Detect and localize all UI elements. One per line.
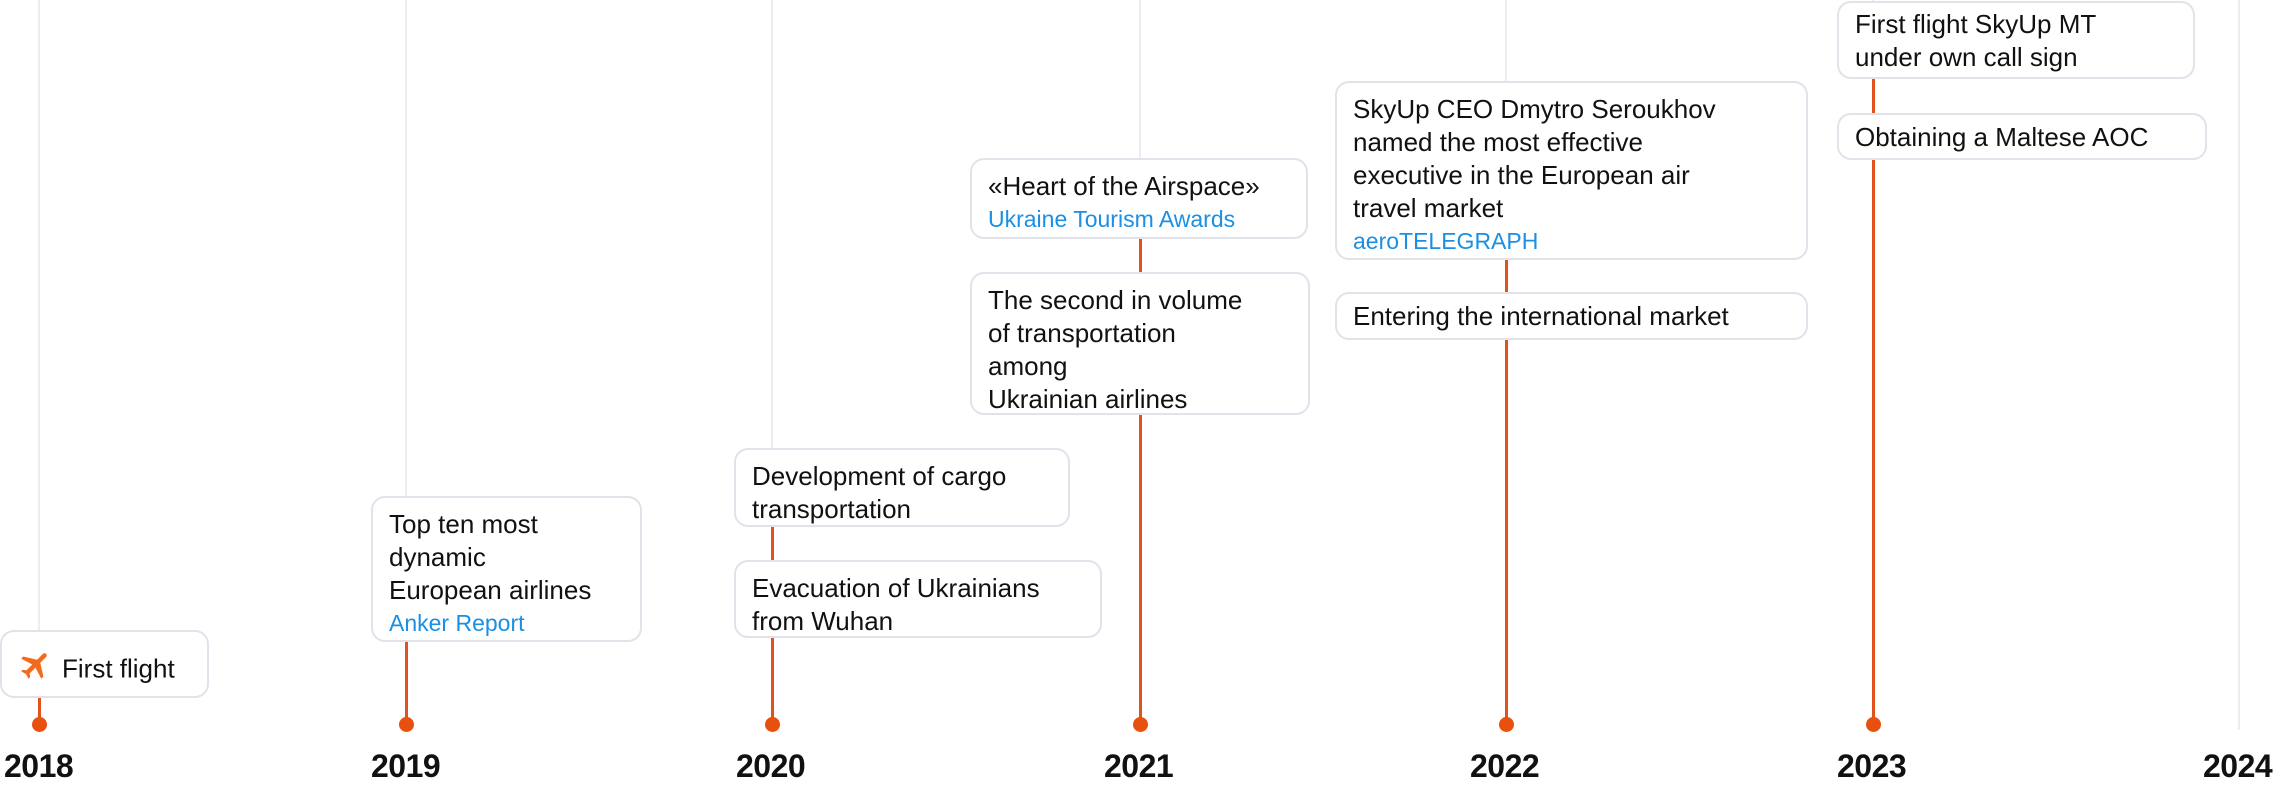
timeline-gridline [38, 0, 40, 730]
year-label-2022: 2022 [1470, 748, 1540, 784]
event-card-first-flight: First flight [0, 630, 209, 698]
year-label-2023: 2023 [1837, 748, 1907, 784]
event-title-line: travel market [1353, 193, 1504, 223]
timeline-dot-2023 [1866, 717, 1881, 732]
event-card-heart-airspace: «Heart of the Airspace» Ukraine Tourism … [970, 158, 1308, 239]
event-card-second-volume: The second in volume of transportation a… [970, 272, 1310, 415]
year-label-2021: 2021 [1104, 748, 1174, 784]
event-title-line: Development of cargo [752, 461, 1007, 491]
event-title-line: The second in volume [988, 285, 1243, 315]
year-label-2019: 2019 [371, 748, 441, 784]
event-title-line: Entering the international market [1353, 301, 1729, 331]
event-title: First flight [62, 653, 175, 684]
year-label-2018: 2018 [4, 748, 74, 784]
event-title-line: under own call sign [1855, 42, 2078, 72]
event-card-skyup-mt: First flight SkyUp MT under own call sig… [1837, 1, 2195, 79]
event-title-line: Obtaining a Maltese AOC [1855, 122, 2149, 152]
event-source-link[interactable]: aeroTELEGRAPH [1353, 228, 1539, 254]
year-label-2020: 2020 [736, 748, 806, 784]
event-title-line: First flight SkyUp MT [1855, 9, 2097, 39]
event-card-cargo: Development of cargo transportation [734, 448, 1070, 527]
timeline-connector [1505, 100, 1508, 725]
event-title-line: SkyUp CEO Dmytro Seroukhov [1353, 94, 1716, 124]
event-title-line: Evacuation of Ukrainians [752, 573, 1040, 603]
event-title-line: named the most effective [1353, 127, 1644, 157]
timeline-gridline [405, 0, 407, 730]
event-title-line: Ukrainian airlines [988, 384, 1188, 414]
timeline-dot-2018 [32, 717, 47, 732]
event-source-link[interactable]: Anker Report [389, 610, 525, 636]
timeline-dot-2020 [765, 717, 780, 732]
event-card-ceo-award: SkyUp CEO Dmytro Seroukhov named the mos… [1335, 81, 1808, 260]
timeline-gridline [771, 0, 773, 730]
event-title-line: from Wuhan [752, 606, 894, 636]
event-title-line: «Heart of the Airspace» [988, 171, 1260, 201]
timeline-dot-2019 [399, 717, 414, 732]
event-title-line: executive in the European air [1353, 160, 1690, 190]
timeline-connector [1139, 180, 1142, 725]
event-title-line: European airlines [389, 575, 592, 605]
event-title-line: of transportation [988, 318, 1176, 348]
timeline-gridline [2238, 0, 2240, 730]
event-card-international: Entering the international market [1335, 292, 1808, 340]
event-title-line: transportation [752, 494, 911, 524]
event-title-line: dynamic [389, 542, 486, 572]
event-title-line: among [988, 351, 1068, 381]
event-title-line: Top ten most [389, 509, 538, 539]
airplane-icon [18, 647, 54, 691]
year-label-2024: 2024 [2203, 748, 2273, 784]
timeline-connector [1872, 20, 1875, 725]
event-source-link[interactable]: Ukraine Tourism Awards [988, 206, 1236, 232]
event-card-top-ten: Top ten most dynamic European airlines A… [371, 496, 642, 642]
timeline-dot-2022 [1499, 717, 1514, 732]
timeline-dot-2021 [1133, 717, 1148, 732]
event-card-maltese-aoc: Obtaining a Maltese AOC [1837, 113, 2207, 160]
event-card-wuhan: Evacuation of Ukrainians from Wuhan [734, 560, 1102, 638]
